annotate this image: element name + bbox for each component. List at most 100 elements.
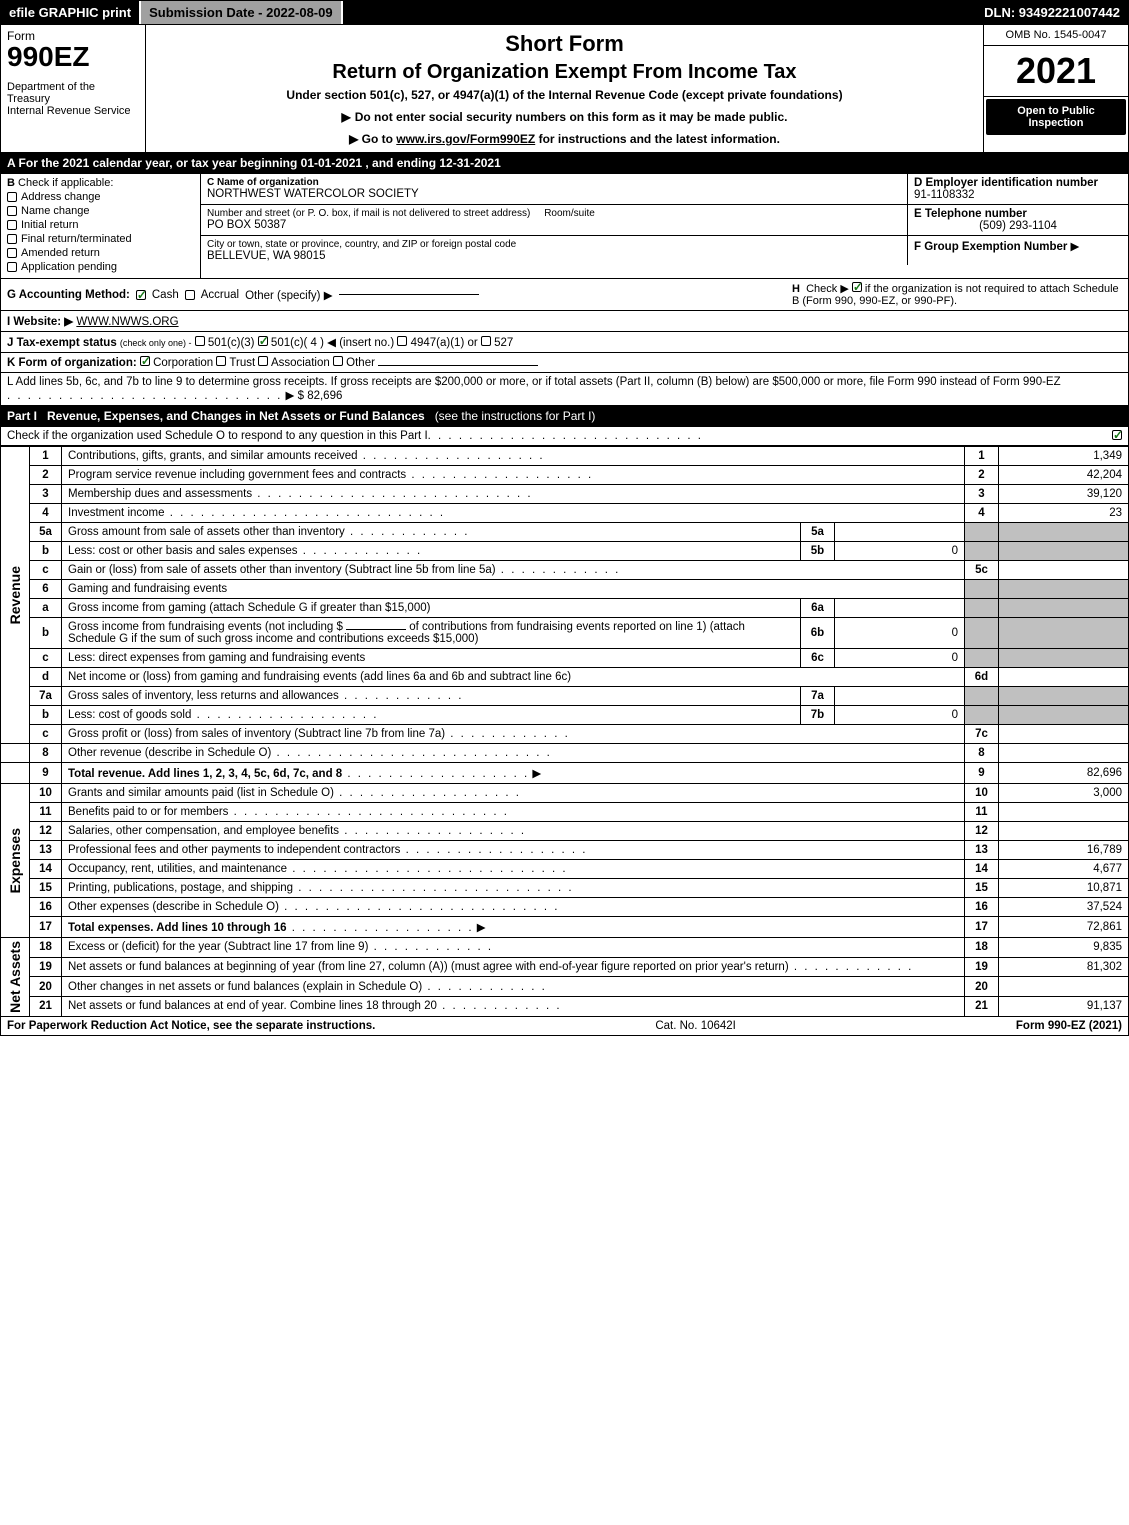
table-row: b Less: cost of goods sold 7b 0 (1, 706, 1129, 725)
l20-desc: Other changes in net assets or fund bala… (68, 981, 422, 993)
omb-number: OMB No. 1545-0047 (984, 25, 1128, 46)
section-e: E Telephone number (509) 293-1104 (908, 205, 1128, 235)
room-label: Room/suite (544, 208, 595, 219)
lbl-accrual: Accrual (201, 289, 239, 301)
lbl-501c3: 501(c)(3) (208, 337, 255, 349)
chk-association[interactable] (258, 356, 268, 366)
l8-desc: Other revenue (describe in Schedule O) (68, 747, 271, 759)
website-link[interactable]: WWW.NWWS.ORG (76, 316, 178, 328)
section-c-and-def: C Name of organization NORTHWEST WATERCO… (201, 174, 1128, 278)
lbl-association: Association (271, 357, 330, 369)
section-c-name: C Name of organization NORTHWEST WATERCO… (201, 174, 908, 204)
chk-amended-return[interactable] (7, 248, 17, 258)
chk-address-change[interactable] (7, 192, 17, 202)
table-row: c Less: direct expenses from gaming and … (1, 649, 1129, 668)
internal-revenue: Internal Revenue Service (7, 105, 139, 117)
f-arrow: ▶ (1071, 241, 1080, 253)
vlabel-netassets: Net Assets (1, 938, 30, 1017)
l13-val: 16,789 (999, 841, 1129, 860)
l2-no: 2 (965, 466, 999, 485)
l1-desc: Contributions, gifts, grants, and simila… (68, 450, 358, 462)
ein: 91-1108332 (914, 189, 1122, 201)
table-row: c Gain or (loss) from sale of assets oth… (1, 561, 1129, 580)
chk-initial-return[interactable] (7, 220, 17, 230)
lbl-name-change: Name change (21, 205, 90, 217)
footer-form: Form 990-EZ (2021) (1016, 1020, 1122, 1032)
table-row: Expenses 10 Grants and similar amounts p… (1, 784, 1129, 803)
l8-no: 8 (965, 744, 999, 763)
b-check-if: Check if applicable: (18, 177, 113, 189)
chk-application-pending[interactable] (7, 262, 17, 272)
table-row: 14 Occupancy, rent, utilities, and maint… (1, 860, 1129, 879)
chk-accrual[interactable] (185, 290, 195, 300)
l14-no: 14 (965, 860, 999, 879)
table-row: 13 Professional fees and other payments … (1, 841, 1129, 860)
go-to-prefix: Go to (362, 132, 397, 146)
open-to-public: Open to Public Inspection (986, 99, 1126, 135)
chk-h[interactable] (852, 282, 862, 292)
chk-trust[interactable] (216, 356, 226, 366)
chk-schedule-o[interactable] (1112, 430, 1122, 440)
l14-val: 4,677 (999, 860, 1129, 879)
table-row: 2 Program service revenue including gove… (1, 466, 1129, 485)
lbl-4947: 4947(a)(1) or (411, 337, 478, 349)
lbl-address-change: Address change (21, 191, 101, 203)
l3-val: 39,120 (999, 485, 1129, 504)
h-label: H (792, 283, 800, 295)
table-row: c Gross profit or (loss) from sales of i… (1, 725, 1129, 744)
org-name: NORTHWEST WATERCOLOR SOCIETY (207, 188, 901, 200)
street-label: Number and street (or P. O. box, if mail… (207, 208, 530, 219)
top-bar: efile GRAPHIC print Submission Date - 20… (0, 0, 1129, 25)
l11-desc: Benefits paid to or for members (68, 806, 228, 818)
l6d-val (999, 668, 1129, 687)
chk-cash[interactable] (136, 290, 146, 300)
l6b-smno: 6b (801, 618, 835, 649)
chk-name-change[interactable] (7, 206, 17, 216)
vlabel-revenue: Revenue (1, 447, 30, 744)
l7b-desc: Less: cost of goods sold (68, 709, 191, 721)
footer-cat: Cat. No. 10642I (375, 1020, 1016, 1032)
dept-treasury: Department of the Treasury (7, 81, 139, 105)
table-row: Revenue 1 Contributions, gifts, grants, … (1, 447, 1129, 466)
l4-desc: Investment income (68, 507, 165, 519)
return-title: Return of Organization Exempt From Incom… (154, 61, 975, 84)
section-d: D Employer identification number 91-1108… (908, 174, 1128, 204)
l16-desc: Other expenses (describe in Schedule O) (68, 901, 279, 913)
table-row: Net Assets 18 Excess or (deficit) for th… (1, 938, 1129, 958)
l20-val (999, 977, 1129, 997)
chk-4947[interactable] (397, 336, 407, 346)
j-note: (check only one) - (120, 338, 192, 348)
lbl-corporation: Corporation (153, 357, 213, 369)
section-h: H Check ▶ if the organization is not req… (792, 282, 1122, 307)
chk-other-org[interactable] (333, 356, 343, 366)
footer-left: For Paperwork Reduction Act Notice, see … (7, 1020, 375, 1032)
chk-final-return[interactable] (7, 234, 17, 244)
section-c-city: City or town, state or province, country… (201, 236, 908, 265)
other-org-blank (378, 365, 538, 366)
l5b-desc: Less: cost or other basis and sales expe… (68, 545, 298, 557)
lbl-other-org: Other (346, 357, 375, 369)
l-dots (7, 390, 282, 402)
l6c-smval: 0 (835, 649, 965, 668)
form-number: 990EZ (7, 43, 139, 71)
l12-desc: Salaries, other compensation, and employ… (68, 825, 339, 837)
l13-no: 13 (965, 841, 999, 860)
chk-501c3[interactable] (195, 336, 205, 346)
l13-desc: Professional fees and other payments to … (68, 844, 400, 856)
chk-527[interactable] (481, 336, 491, 346)
chk-corporation[interactable] (140, 356, 150, 366)
l3-no: 3 (965, 485, 999, 504)
l-text: L Add lines 5b, 6c, and 7b to line 9 to … (7, 376, 1061, 388)
l7a-smno: 7a (801, 687, 835, 706)
submission-date: Submission Date - 2022-08-09 (141, 1, 343, 24)
table-row: 5a Gross amount from sale of assets othe… (1, 523, 1129, 542)
chk-501c[interactable] (258, 336, 268, 346)
go-to-suffix: for instructions and the latest informat… (535, 132, 780, 146)
section-c-street: Number and street (or P. O. box, if mail… (201, 205, 908, 235)
e-label: E Telephone number (914, 208, 1122, 220)
phone: (509) 293-1104 (914, 220, 1122, 232)
lbl-other: Other (specify) ▶ (245, 288, 332, 302)
l17-no: 17 (965, 917, 999, 938)
irs-link[interactable]: www.irs.gov/Form990EZ (396, 132, 535, 146)
l19-val: 81,302 (999, 957, 1129, 977)
